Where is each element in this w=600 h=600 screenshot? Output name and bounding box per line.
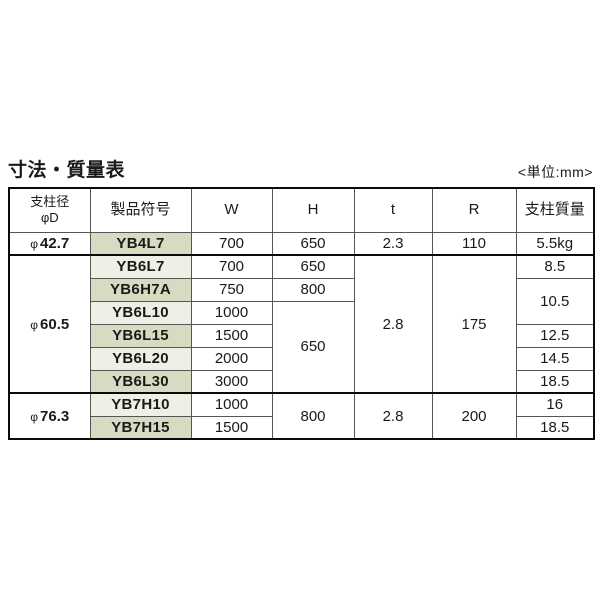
product-code-cell: YB6L7: [89, 254, 192, 279]
table-row: YB6L30 3000 18.5: [9, 369, 595, 394]
product-code-cell: YB7H15: [89, 415, 192, 440]
header-dia: 支柱径 φD: [8, 187, 91, 233]
t-cell-merged: 2.8: [353, 392, 433, 440]
w-cell: 700: [190, 231, 273, 256]
header-r: R: [431, 187, 517, 233]
page-title: 寸法・質量表: [8, 160, 126, 181]
t-cell: 2.3: [353, 231, 433, 256]
weight-cell: 16: [515, 392, 595, 417]
header-row: 支柱径 φD 製品符号 W H t R 支柱質量: [8, 187, 595, 233]
table-row: φ 60.5 YB6L7 700 650 2.8 175 8.5: [8, 254, 595, 394]
table-row: φ 42.7 YB4L7 700 650 2.3 110 5.5kg: [8, 231, 595, 256]
header-t: t: [353, 187, 433, 233]
weight-cell-merged: 10.5: [515, 277, 595, 325]
header-dia-line2: φD: [40, 210, 59, 226]
unit-label: <単位:mm>: [517, 164, 593, 180]
product-code-cell: YB6H7A: [89, 277, 192, 302]
weight-cell: 14.5: [515, 346, 595, 371]
weight-cell: 12.5: [515, 323, 595, 348]
h-cell: 650: [271, 231, 355, 256]
weight-cell: 5.5kg: [515, 231, 595, 256]
h-cell: 650: [271, 254, 355, 279]
phi-symbol: φ: [30, 317, 39, 332]
table-row: YB6H7A 750 800 10.5: [9, 277, 595, 325]
product-code-cell: YB6L10: [89, 300, 192, 325]
header-dia-line1: 支柱径: [30, 194, 70, 209]
dia-cell-60-5: φ 60.5: [8, 254, 91, 394]
header-h: H: [271, 187, 355, 233]
w-cell: 750: [190, 277, 273, 302]
dia-value: 60.5: [40, 315, 70, 333]
w-cell: 1000: [190, 300, 273, 325]
header-weight: 支柱質量: [515, 187, 595, 233]
table-row: YB6L20 2000 14.5: [9, 346, 595, 371]
w-cell: 700: [190, 254, 273, 279]
t-cell-merged: 2.8: [353, 254, 433, 394]
table-row: YB7H15 1500 18.5: [9, 415, 595, 440]
weight-cell: 18.5: [515, 415, 595, 440]
r-cell-merged: 175: [431, 254, 517, 394]
weight-cell: 18.5: [515, 369, 595, 394]
w-cell: 1000: [190, 392, 273, 417]
dia-value: 76.3: [40, 407, 70, 425]
h-cell: 800: [271, 277, 355, 302]
w-cell: 1500: [190, 323, 273, 348]
table-row: φ 76.3 YB7H10 1000 800 2.8 200 16: [8, 392, 595, 440]
dia-value: 42.7: [40, 234, 70, 252]
r-cell: 110: [431, 231, 517, 256]
product-code-cell: YB4L7: [89, 231, 192, 256]
dia-cell-76-3: φ 76.3: [8, 392, 91, 440]
h-cell-merged: 650: [271, 300, 355, 394]
dia-cell-42-7: φ 42.7: [8, 231, 91, 256]
header-product-code: 製品符号: [89, 187, 192, 233]
w-cell: 1500: [190, 415, 273, 440]
w-cell: 2000: [190, 346, 273, 371]
product-code-cell: YB6L15: [89, 323, 192, 348]
w-cell: 3000: [190, 369, 273, 394]
title-row: 寸法・質量表 <単位:mm>: [8, 155, 593, 182]
product-code-cell: YB6L30: [89, 369, 192, 394]
h-cell-merged: 800: [271, 392, 355, 440]
phi-symbol: φ: [30, 236, 39, 251]
header-w: W: [190, 187, 273, 233]
phi-symbol: φ: [30, 409, 39, 424]
spec-sheet: 寸法・質量表 <単位:mm> 支柱径 φD 製品符号 W H t R 支柱質量: [8, 0, 595, 440]
r-cell-merged: 200: [431, 392, 517, 440]
product-code-cell: YB6L20: [89, 346, 192, 371]
product-code-cell: YB7H10: [89, 392, 192, 417]
table-row: YB6L15 1500 12.5: [9, 323, 595, 348]
dimension-weight-table: 支柱径 φD 製品符号 W H t R 支柱質量 φ 42.7 YB4L7 700…: [8, 187, 595, 440]
weight-cell: 8.5: [515, 254, 595, 279]
table-row: YB6L10 1000 650: [9, 300, 594, 394]
